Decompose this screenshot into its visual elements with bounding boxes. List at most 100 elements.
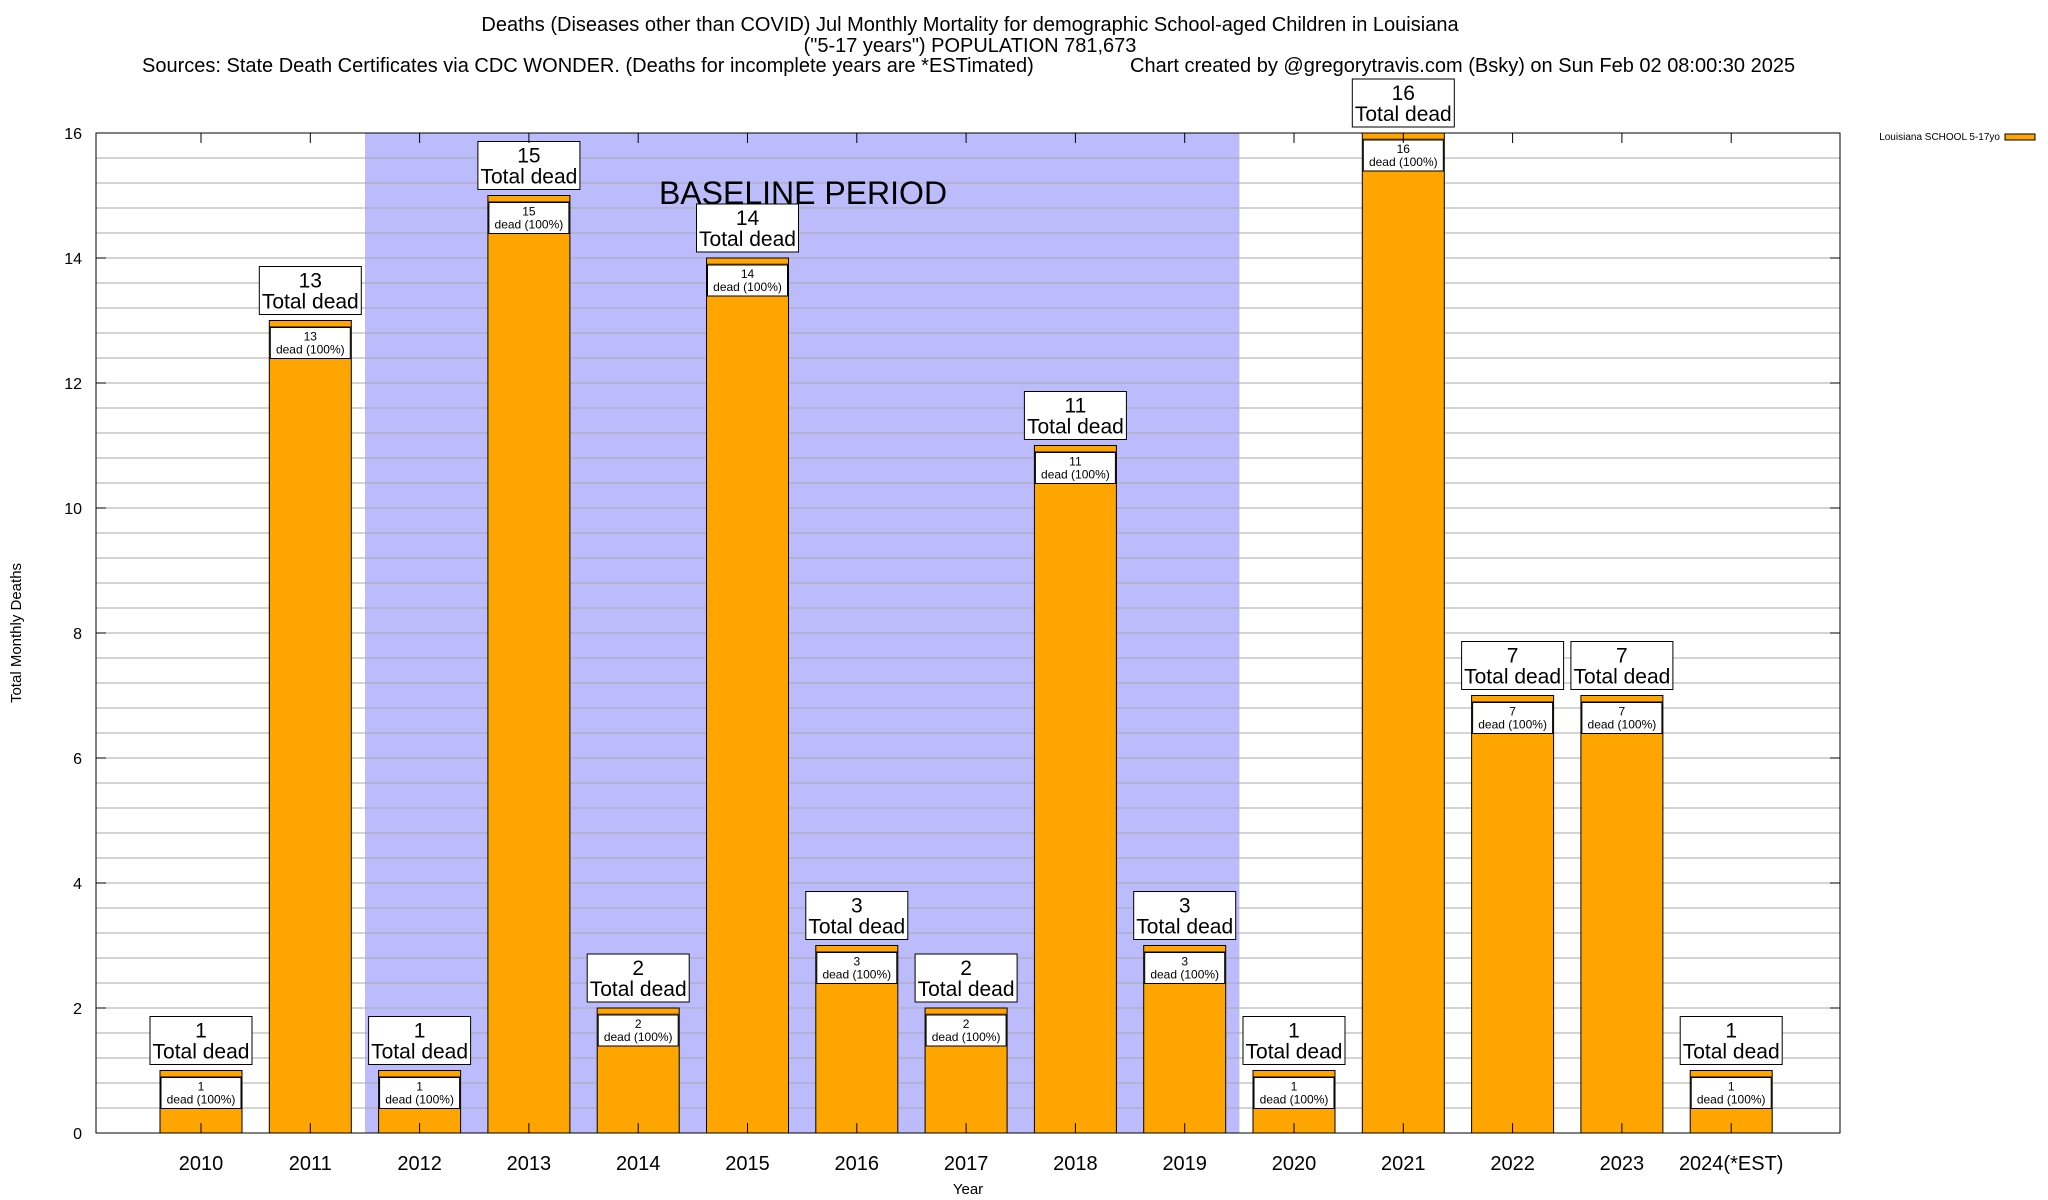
inner-percent-label: dead (100%) — [1150, 968, 1219, 982]
chart-subtitle: ("5-17 years") POPULATION 781,673 — [804, 35, 1137, 57]
x-tick-label: 2024(*EST) — [1679, 1153, 1784, 1175]
inner-value-label: 1 — [198, 1080, 205, 1094]
total-value-label: 3 — [851, 895, 863, 918]
inner-label-box — [379, 1077, 461, 1109]
inner-value-label: 2 — [963, 1017, 970, 1031]
total-value-label: 1 — [195, 1020, 207, 1043]
inner-percent-label: dead (100%) — [167, 1093, 236, 1107]
total-value-label: 13 — [299, 270, 322, 293]
x-tick-label: 2023 — [1600, 1153, 1645, 1175]
total-dead-label: Total dead — [153, 1041, 250, 1064]
inner-label-box — [925, 1014, 1007, 1047]
total-dead-label: Total dead — [1246, 1041, 1343, 1064]
total-label-box — [1242, 1016, 1346, 1065]
total-value-label: 1 — [414, 1020, 426, 1043]
baseline-period-label: BASELINE PERIOD — [659, 175, 947, 211]
inner-value-label: 14 — [741, 267, 755, 281]
total-label-box — [1133, 891, 1237, 940]
total-label-box — [805, 891, 909, 940]
x-tick-label: 2022 — [1490, 1153, 1535, 1175]
y-axis-label: Total Monthly Deaths — [8, 563, 25, 703]
total-value-label: 2 — [960, 957, 972, 980]
inner-value-label: 1 — [416, 1080, 423, 1094]
total-label-box — [477, 141, 581, 190]
chart-credit: Chart created by @gregorytravis.com (Bsk… — [1130, 55, 1795, 77]
total-label-box — [1461, 641, 1565, 690]
inner-percent-label: dead (100%) — [932, 1030, 1001, 1044]
total-dead-label: Total dead — [699, 228, 796, 251]
inner-label-box — [816, 952, 898, 984]
legend-entry-label: Louisiana SCHOOL 5-17yo — [1879, 132, 2000, 143]
total-value-label: 1 — [1725, 1020, 1737, 1043]
bar — [706, 257, 789, 1134]
x-tick-label: 2019 — [1162, 1153, 1207, 1175]
inner-value-label: 3 — [1181, 955, 1188, 969]
inner-label-box — [1144, 952, 1226, 984]
x-tick-label: 2016 — [835, 1153, 880, 1175]
inner-percent-label: dead (100%) — [1478, 718, 1547, 732]
bar — [268, 320, 352, 1134]
inner-value-label: 2 — [635, 1017, 642, 1031]
inner-label-box — [1034, 452, 1116, 484]
x-tick-label: 2012 — [397, 1153, 442, 1175]
total-value-label: 2 — [632, 957, 644, 980]
inner-value-label: 3 — [853, 955, 860, 969]
x-tick-label: 2017 — [944, 1153, 989, 1175]
bar — [1033, 445, 1117, 1134]
x-tick-label: 2021 — [1381, 1153, 1426, 1175]
y-tick-label: 4 — [73, 876, 82, 893]
total-dead-label: Total dead — [1027, 416, 1124, 439]
inner-value-label: 13 — [304, 330, 318, 344]
inner-value-label: 16 — [1397, 142, 1411, 156]
total-label-box — [368, 1016, 472, 1065]
total-value-label: 11 — [1064, 395, 1086, 418]
y-tick-label: 2 — [73, 1001, 82, 1018]
total-dead-label: Total dead — [1683, 1041, 1780, 1064]
total-label-box — [149, 1016, 253, 1065]
total-value-label: 3 — [1179, 895, 1191, 918]
bar — [1471, 695, 1555, 1134]
bar — [1361, 132, 1445, 1134]
x-tick-label: 2020 — [1272, 1153, 1317, 1175]
x-tick-label: 2010 — [179, 1153, 224, 1175]
y-tick-label: 12 — [64, 376, 82, 393]
y-tick-label: 0 — [73, 1126, 82, 1143]
inner-value-label: 1 — [1728, 1080, 1735, 1094]
inner-label-box — [488, 202, 570, 234]
inner-percent-label: dead (100%) — [1041, 468, 1110, 482]
x-tick-label: 2013 — [507, 1153, 552, 1175]
y-tick-label: 10 — [64, 501, 82, 518]
total-dead-label: Total dead — [1464, 666, 1561, 689]
total-label-box — [696, 203, 799, 253]
inner-percent-label: dead (100%) — [1369, 155, 1438, 169]
total-dead-label: Total dead — [590, 978, 687, 1001]
bar — [1580, 695, 1664, 1134]
inner-label-box — [1690, 1077, 1772, 1109]
total-value-label: 7 — [1616, 645, 1628, 668]
inner-percent-label: dead (100%) — [1588, 718, 1657, 732]
total-dead-label: Total dead — [1355, 103, 1452, 126]
x-axis-label: Year — [953, 1181, 983, 1198]
inner-label-box — [597, 1014, 679, 1047]
y-tick-label: 6 — [73, 751, 82, 768]
chart-title: Deaths (Diseases other than COVID) Jul M… — [481, 14, 1459, 36]
x-tick-label: 2011 — [289, 1153, 332, 1175]
total-dead-label: Total dead — [480, 166, 577, 189]
legend: Louisiana SCHOOL 5-17yo — [1879, 132, 2036, 143]
inner-label-box — [1253, 1077, 1335, 1109]
total-dead-label: Total dead — [371, 1041, 468, 1064]
inner-percent-label: dead (100%) — [495, 218, 564, 232]
x-tick-label: 2018 — [1053, 1153, 1098, 1175]
y-tick-label: 16 — [64, 126, 82, 143]
total-label-box — [586, 953, 690, 1003]
x-tick-label: 2015 — [725, 1153, 770, 1175]
inner-label-box — [1581, 702, 1663, 734]
inner-percent-label: dead (100%) — [276, 343, 345, 357]
total-label-box — [1570, 641, 1674, 690]
inner-label-box — [1362, 139, 1444, 172]
inner-percent-label: dead (100%) — [604, 1030, 673, 1044]
total-dead-label: Total dead — [262, 291, 359, 314]
total-value-label: 15 — [517, 145, 540, 168]
inner-percent-label: dead (100%) — [1260, 1093, 1329, 1107]
